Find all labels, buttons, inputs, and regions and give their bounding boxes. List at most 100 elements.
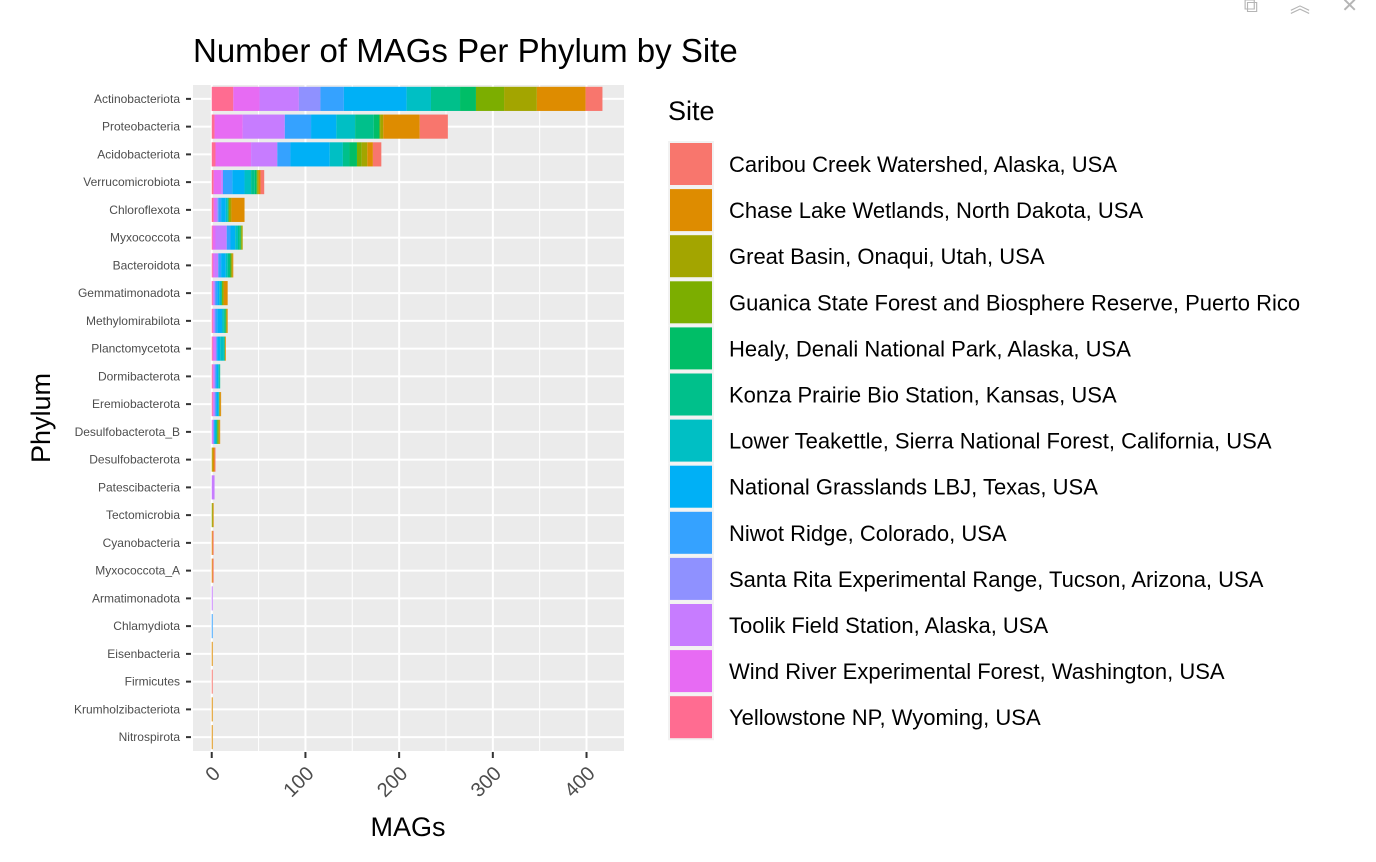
bar-segment — [220, 336, 224, 361]
bar-segment — [460, 86, 476, 111]
bar-segment — [259, 86, 299, 111]
y-tick-label: Planctomycetota — [91, 342, 180, 356]
bar-segment — [211, 641, 213, 666]
bar-segment — [232, 170, 245, 195]
bar-segment — [219, 419, 221, 444]
y-tick-label: Dormibacterota — [98, 369, 180, 383]
bar-segment — [211, 614, 213, 639]
plot-panel — [193, 85, 624, 751]
bar-segment — [214, 447, 216, 472]
y-axis-label: Phylum — [26, 373, 56, 463]
bar-segment — [256, 170, 258, 195]
bar-segment — [222, 308, 224, 333]
bar-segment — [214, 114, 243, 139]
bar-segment — [230, 253, 232, 278]
y-tick-label: Methylomirabilota — [86, 314, 180, 328]
legend-swatch — [670, 235, 712, 278]
y-tick-label: Desulfobacterota — [89, 453, 180, 467]
collapse-icon[interactable]: ︽ — [1290, 0, 1310, 17]
y-tick-label: Verrucomicrobiota — [83, 175, 180, 189]
bar-segment — [211, 669, 213, 694]
bar-segment — [222, 170, 233, 195]
close-icon[interactable]: ✕ — [1341, 0, 1358, 17]
bar-segment — [216, 419, 218, 444]
bar-segment — [211, 725, 213, 750]
y-tick-label: Chloroflexota — [109, 203, 180, 217]
legend-label: Yellowstone NP, Wyoming, USA — [729, 705, 1041, 730]
bar-segment — [229, 197, 232, 222]
bar-segment — [214, 308, 216, 333]
bar-segment — [251, 170, 255, 195]
bar-segment — [215, 419, 217, 444]
bar-segment — [379, 114, 381, 139]
bar-segment — [214, 336, 217, 361]
bar-segment — [212, 364, 214, 389]
bar-segment — [214, 281, 216, 306]
y-tick-label: Nitrospirota — [119, 730, 181, 744]
bar-segment — [228, 197, 230, 222]
bar-segment — [211, 197, 214, 222]
bar-segment — [223, 281, 228, 306]
bar-segment — [213, 197, 216, 222]
bar-segment — [212, 392, 214, 417]
bar-segment — [230, 225, 236, 250]
bar-segment — [212, 336, 215, 361]
legend-label: Wind River Experimental Forest, Washingt… — [729, 659, 1225, 684]
bar-segment — [214, 253, 219, 278]
bar-segment — [233, 86, 260, 111]
legend-swatch — [670, 281, 712, 324]
bar-segment — [220, 392, 222, 417]
bar-segment — [237, 225, 240, 250]
bar-segment — [222, 281, 223, 306]
bars — [211, 86, 603, 750]
bar-segment — [221, 170, 223, 195]
x-axis-label: MAGs — [370, 812, 445, 842]
bar-segment — [217, 281, 220, 306]
bar-segment — [290, 142, 330, 167]
bar-segment — [217, 336, 221, 361]
bar-segment — [216, 364, 219, 389]
bar-segment — [223, 308, 225, 333]
bar-segment — [211, 281, 213, 306]
bar-segment — [216, 336, 218, 361]
legend-swatch — [670, 419, 712, 462]
bar-segment — [355, 114, 374, 139]
bar-segment — [212, 419, 214, 444]
bar-segment — [213, 419, 215, 444]
legend-label: Caribou Creek Watershed, Alaska, USA — [729, 152, 1117, 177]
y-tick-label: Myxococcota_A — [95, 564, 180, 578]
y-tick-label: Actinobacteriota — [94, 92, 180, 106]
legend-swatch — [670, 143, 712, 185]
bar-segment — [229, 253, 231, 278]
bar-segment — [231, 197, 245, 222]
y-tick-label: Myxococcota — [110, 231, 180, 245]
bar-segment — [224, 308, 226, 333]
bar-segment — [277, 142, 291, 167]
bar-segment — [311, 114, 337, 139]
bar-segment — [225, 253, 228, 278]
bar-segment — [536, 86, 586, 111]
x-tick-label: 300 — [467, 763, 506, 802]
bar-segment — [215, 197, 218, 222]
bar-segment — [342, 142, 350, 167]
bar-segment — [258, 170, 261, 195]
bar-segment — [257, 170, 259, 195]
legend-swatch — [670, 327, 712, 370]
bar-segment — [221, 281, 223, 306]
bar-segment — [239, 225, 241, 250]
bar-segment — [213, 170, 222, 195]
y-tick-label: Patescibacteria — [98, 480, 180, 494]
bar-segment — [254, 170, 257, 195]
bar-segment — [284, 114, 312, 139]
bar-segment — [218, 419, 220, 444]
bar-segment — [213, 308, 215, 333]
bar-segment — [298, 86, 321, 111]
legend-label: Toolik Field Station, Alaska, USA — [729, 613, 1048, 638]
bar-segment — [430, 86, 461, 111]
bar-segment — [227, 197, 229, 222]
bar-segment — [218, 197, 222, 222]
bar-segment — [216, 392, 219, 417]
popout-icon[interactable]: ⧉ — [1243, 0, 1258, 17]
legend-swatch — [670, 465, 712, 508]
bar-segment — [225, 197, 228, 222]
